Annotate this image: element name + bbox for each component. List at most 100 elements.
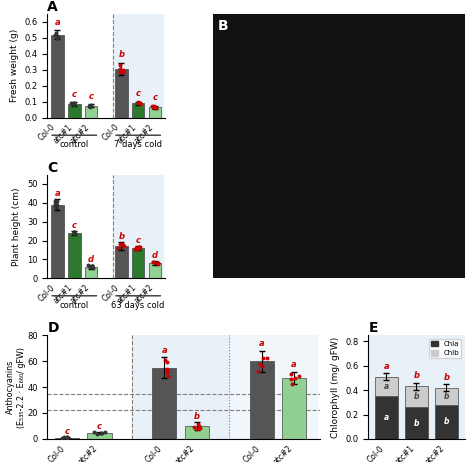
- Point: [70, 99, 77, 107]
- Point: [52, 199, 60, 207]
- Point: [71, 231, 78, 238]
- Bar: [85, 105, 97, 117]
- Point: [70, 229, 78, 237]
- Bar: [132, 103, 145, 117]
- Y-axis label: Anthocyanins
(E₅₃₅-2.2 · E₆₆₀/ gFW): Anthocyanins (E₅₃₅-2.2 · E₆₆₀/ gFW): [6, 346, 26, 427]
- Text: b: b: [444, 392, 449, 401]
- Text: b: b: [413, 371, 419, 380]
- Point: [259, 354, 266, 362]
- Point: [71, 230, 78, 237]
- Point: [54, 201, 61, 208]
- Point: [291, 374, 299, 382]
- Point: [88, 101, 95, 109]
- Text: B: B: [218, 19, 229, 33]
- Point: [132, 244, 140, 252]
- Point: [118, 240, 126, 248]
- Point: [52, 29, 59, 36]
- Text: c: c: [97, 422, 102, 431]
- Point: [137, 244, 144, 251]
- Point: [164, 359, 171, 366]
- Point: [134, 243, 141, 250]
- Point: [287, 370, 295, 377]
- Point: [51, 197, 58, 205]
- Point: [63, 433, 71, 441]
- Point: [60, 434, 68, 441]
- Text: b: b: [118, 50, 124, 59]
- Point: [89, 262, 96, 269]
- Point: [194, 420, 202, 427]
- Point: [70, 228, 77, 235]
- Text: E: E: [368, 321, 378, 335]
- Point: [86, 103, 94, 110]
- Text: d: d: [152, 251, 158, 260]
- Point: [193, 426, 201, 433]
- Point: [263, 354, 271, 361]
- Point: [93, 430, 100, 438]
- Y-axis label: Chlorophyll (mg/ gFW): Chlorophyll (mg/ gFW): [331, 336, 340, 438]
- Text: control: control: [60, 301, 89, 310]
- Point: [149, 259, 157, 266]
- Point: [256, 361, 264, 368]
- Point: [161, 356, 169, 364]
- Bar: [282, 378, 306, 439]
- Point: [98, 429, 105, 437]
- Bar: [115, 246, 128, 278]
- Text: a: a: [55, 189, 60, 198]
- Text: A: A: [47, 0, 58, 14]
- Point: [70, 101, 78, 109]
- Bar: [435, 388, 458, 405]
- Text: b: b: [414, 392, 419, 401]
- Point: [116, 61, 123, 69]
- Bar: [113, 175, 164, 278]
- Point: [88, 262, 96, 270]
- Point: [135, 243, 143, 251]
- Text: b: b: [414, 419, 419, 427]
- Point: [287, 376, 295, 383]
- Point: [148, 103, 156, 110]
- Point: [153, 259, 161, 267]
- Bar: [113, 14, 164, 117]
- Text: D: D: [47, 321, 59, 335]
- Point: [53, 35, 60, 42]
- Bar: [435, 405, 458, 439]
- Text: b: b: [444, 417, 449, 426]
- Point: [54, 197, 61, 205]
- Y-axis label: Fresh weight (g): Fresh weight (g): [10, 29, 19, 102]
- Point: [296, 372, 303, 380]
- Point: [118, 66, 126, 73]
- Text: a: a: [384, 413, 389, 422]
- Point: [118, 242, 126, 249]
- Y-axis label: Plant height (cm): Plant height (cm): [12, 187, 21, 266]
- Point: [99, 429, 106, 437]
- Bar: [405, 386, 428, 407]
- Text: c: c: [136, 89, 141, 98]
- Point: [101, 428, 109, 436]
- Point: [288, 380, 295, 388]
- Point: [84, 262, 92, 269]
- Point: [163, 365, 171, 372]
- Point: [154, 259, 162, 267]
- Point: [137, 101, 144, 108]
- Point: [51, 203, 59, 210]
- Point: [51, 201, 59, 208]
- Point: [71, 100, 78, 108]
- Text: a: a: [259, 339, 264, 348]
- Point: [71, 228, 78, 236]
- Point: [70, 99, 78, 106]
- Point: [86, 103, 93, 110]
- Point: [154, 261, 162, 268]
- Point: [51, 31, 59, 39]
- Point: [195, 423, 203, 430]
- Point: [90, 428, 98, 436]
- Point: [70, 228, 78, 236]
- Text: a: a: [55, 18, 60, 27]
- Point: [191, 423, 198, 431]
- Point: [150, 102, 157, 109]
- Bar: [115, 69, 128, 117]
- Point: [134, 245, 141, 252]
- Text: a: a: [383, 362, 389, 371]
- Point: [86, 103, 94, 110]
- Point: [58, 434, 66, 441]
- Legend: Chla, Chlb: Chla, Chlb: [429, 339, 461, 359]
- Point: [154, 260, 162, 267]
